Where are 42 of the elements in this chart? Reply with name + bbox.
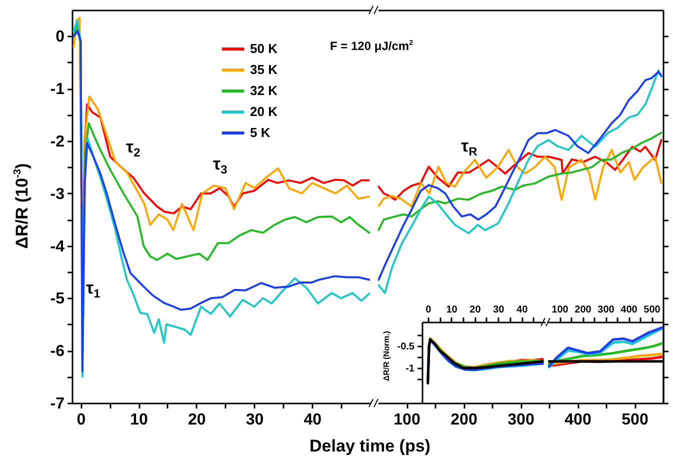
x-axis-title: Delay time (ps) — [310, 436, 430, 456]
annotation: τ$_{3}$ — [213, 154, 228, 177]
x-tick-label: 10 — [446, 304, 458, 316]
y-tick-label: -4 — [50, 238, 65, 256]
y-tick-label: -3 — [50, 186, 65, 203]
x-tick-label: 40 — [304, 412, 322, 428]
annotation: τ$_{1}$ — [86, 278, 100, 301]
x-tick-label: 400 — [620, 304, 638, 316]
x-tick-label: 500 — [622, 412, 648, 428]
legend-label: 32 K — [250, 83, 278, 98]
y-tick-label: -2 — [50, 134, 65, 150]
x-tick-label: 200 — [574, 304, 592, 316]
y-tick-label: -7 — [50, 396, 65, 412]
x-tick-label: 30 — [493, 304, 505, 316]
annotation: F = 120 μJ/cm$^{2}$ — [330, 38, 414, 53]
x-tick-label: 400 — [564, 412, 592, 428]
x-tick-label: 500 — [644, 304, 661, 316]
x-tick-label: 200 — [450, 412, 478, 428]
annotation: τ$_{2}$ — [126, 138, 140, 160]
x-tick-label: 300 — [508, 412, 534, 428]
x-tick-label: 30 — [246, 412, 264, 428]
x-tick-label: 300 — [598, 304, 615, 316]
annotation: τ$_{R}$ — [461, 136, 478, 159]
x-tick-label: 0 — [426, 304, 432, 316]
y-axis-title: ΔR/R (Norm.) — [382, 330, 391, 382]
y-tick-label: -6 — [50, 343, 65, 360]
y-tick-label: 0 — [56, 28, 65, 46]
y-tick-label: -1 — [50, 81, 65, 98]
legend-label: 5 K — [250, 125, 271, 140]
x-tick-label: 20 — [470, 304, 482, 316]
x-tick-label: 100 — [552, 304, 569, 316]
y-tick-label: -1 — [406, 363, 415, 374]
legend-label: 35 K — [250, 62, 278, 77]
x-tick-label: 100 — [394, 412, 420, 428]
y-tick-label: -0.5 — [397, 342, 415, 353]
legend-label: 50 K — [250, 41, 278, 56]
x-tick-label: 40 — [516, 304, 528, 316]
x-tick-label: 0 — [76, 412, 86, 428]
legend-label: 20 K — [250, 104, 278, 119]
x-tick-label: 10 — [130, 412, 148, 428]
y-tick-label: -5 — [50, 290, 65, 308]
x-tick-label: 20 — [188, 412, 206, 428]
